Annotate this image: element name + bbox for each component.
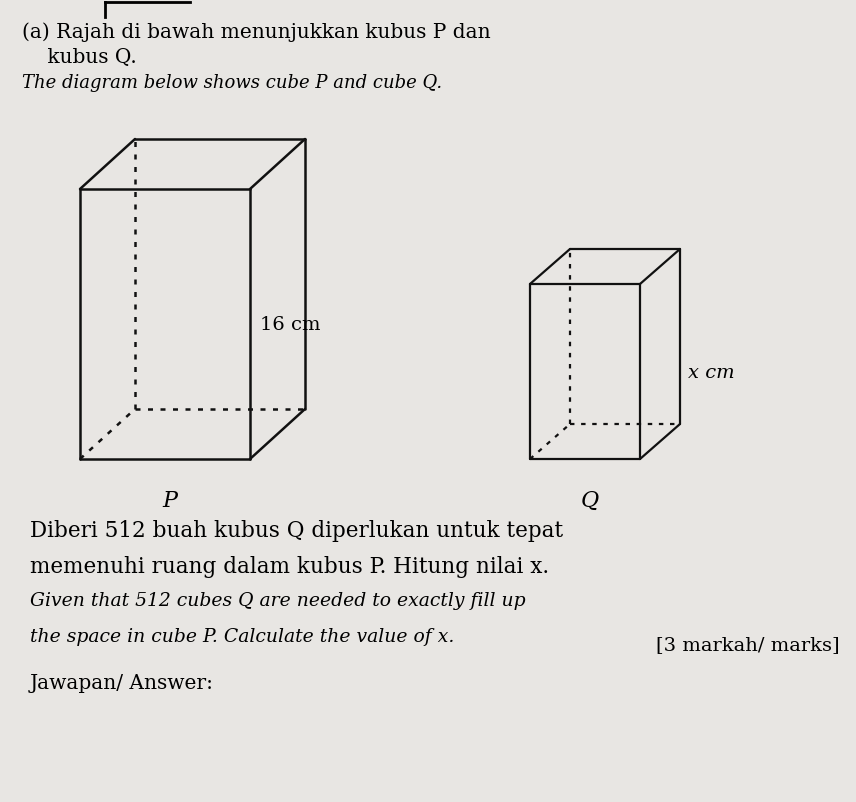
Text: P: P — [163, 489, 177, 512]
Text: (a) Rajah di bawah menunjukkan kubus P dan: (a) Rajah di bawah menunjukkan kubus P d… — [22, 22, 490, 42]
Text: memenuhi ruang dalam kubus P. Hitung nilai x.: memenuhi ruang dalam kubus P. Hitung nil… — [30, 555, 550, 577]
Text: Given that 512 cubes Q are needed to exactly fill up: Given that 512 cubes Q are needed to exa… — [30, 591, 526, 610]
Text: [3 markah/ marks]: [3 markah/ marks] — [657, 635, 840, 653]
Text: Diberi 512 buah kubus Q diperlukan untuk tepat: Diberi 512 buah kubus Q diperlukan untuk… — [30, 520, 563, 541]
Text: kubus Q.: kubus Q. — [22, 48, 137, 67]
Text: Jawapan/ Answer:: Jawapan/ Answer: — [30, 673, 214, 692]
Text: x cm: x cm — [688, 363, 734, 382]
Text: the space in cube P. Calculate the value of x.: the space in cube P. Calculate the value… — [30, 627, 455, 645]
Text: Q: Q — [581, 489, 599, 512]
Text: 16 cm: 16 cm — [260, 316, 320, 334]
Text: The diagram below shows cube P and cube Q.: The diagram below shows cube P and cube … — [22, 74, 443, 92]
